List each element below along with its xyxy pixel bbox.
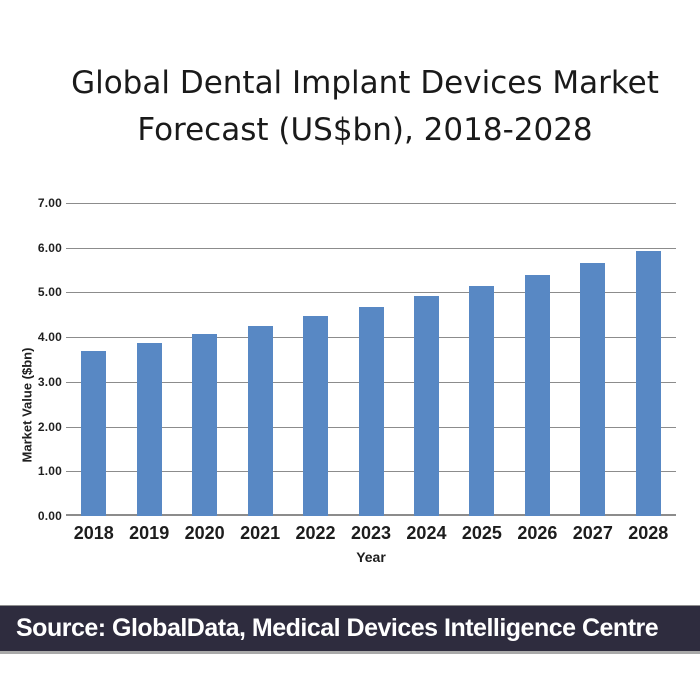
- x-axis-title: Year: [356, 549, 386, 565]
- gridline-5.00: [66, 292, 676, 293]
- x-tick-label-2024: 2024: [406, 523, 447, 543]
- x-tick-label-2020: 2020: [184, 523, 225, 543]
- chart-title-line2: Forecast (US$bn), 2018-2028: [137, 112, 593, 148]
- bar-2019: [136, 343, 162, 516]
- y-tick-label-2.00: 2.00: [37, 420, 62, 434]
- x-tick-label-2023: 2023: [350, 523, 392, 543]
- y-tick-label-7.00: 7.00: [37, 196, 62, 210]
- x-tick-label-2019: 2019: [129, 523, 170, 543]
- x-tick-label-2026: 2026: [517, 523, 558, 543]
- y-tick-label-0.00: 0.00: [37, 509, 62, 523]
- y-axis-tick-labels: 0.00 1.00 2.00 3.00 4.00 5.00 6.00 7.00: [0, 196, 62, 523]
- x-tick-label-2028: 2028: [628, 523, 669, 543]
- x-tick-label-2018: 2018: [73, 523, 114, 543]
- bar-2018: [81, 351, 107, 516]
- bar-2027: [580, 263, 606, 516]
- x-tick-label-2021: 2021: [240, 523, 281, 543]
- bar-2020: [192, 334, 218, 516]
- bar-2022: [303, 316, 329, 516]
- y-tick-label-6.00: 6.00: [37, 241, 62, 255]
- chart-title-line1: Global Dental Implant Devices Market: [71, 65, 659, 101]
- bar-2023: [358, 307, 384, 516]
- x-tick-label-2025: 2025: [461, 523, 502, 543]
- x-tick-label-2022: 2022: [295, 523, 336, 543]
- source-text: Source: GlobalData, Medical Devices Inte…: [16, 614, 659, 642]
- y-tick-label-5.00: 5.00: [37, 285, 62, 299]
- y-tick-label-4.00: 4.00: [37, 330, 62, 344]
- bar-2024: [413, 296, 439, 516]
- y-tick-label-1.00: 1.00: [37, 464, 62, 478]
- bar-2025: [469, 286, 495, 516]
- gridline-6.00: [66, 248, 676, 249]
- gridline-7.00: [66, 203, 676, 204]
- chart-title: Global Dental Implant Devices Market For…: [30, 60, 700, 154]
- bar-2021: [247, 326, 273, 516]
- plot-area: [66, 203, 676, 516]
- x-tick-label-2027: 2027: [572, 523, 613, 543]
- x-axis-tick-labels: 2018 2019 2020 2021 2022 2023 2024 2025 2026 2027…: [66, 522, 676, 544]
- bar-2026: [524, 275, 550, 516]
- source-footer: Source: GlobalData, Medical Devices Inte…: [0, 605, 700, 654]
- bar-2028: [635, 251, 661, 516]
- y-tick-label-3.00: 3.00: [37, 375, 62, 389]
